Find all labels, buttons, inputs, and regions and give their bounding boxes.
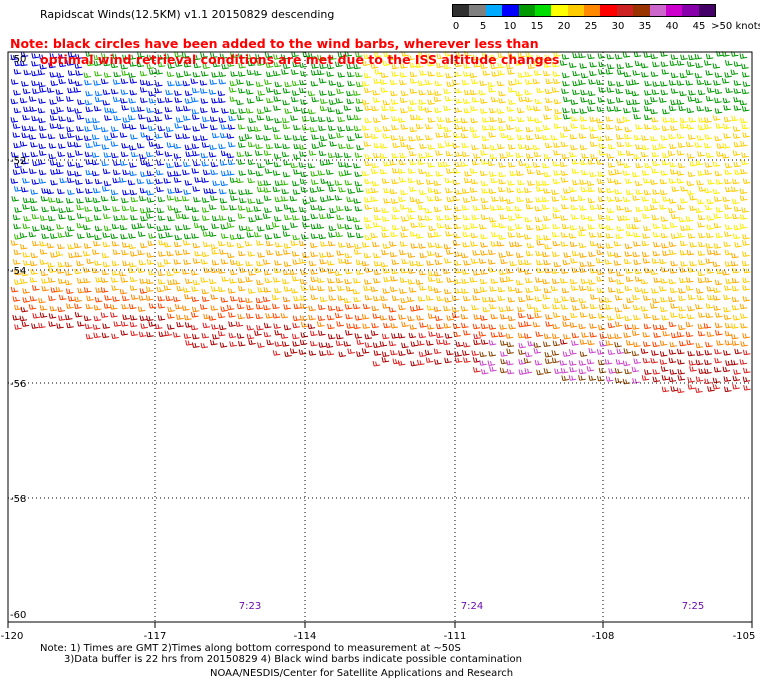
scale-swatch-15	[698, 5, 715, 16]
scale-label-25: 25	[584, 21, 598, 32]
lat-label-54: -54	[10, 266, 27, 277]
altitude-note-line-2: optimal wind retrieval conditions are me…	[40, 52, 560, 67]
scale-label-0: 0	[452, 21, 460, 32]
scale-label-35: 35	[638, 21, 652, 32]
lat-label-50: -50	[10, 54, 27, 65]
lat-label-56: -56	[10, 379, 27, 390]
credit-line: NOAA/NESDIS/Center for Satellite Applica…	[210, 668, 514, 679]
scale-swatch-4	[518, 5, 535, 16]
time-label-0725: 7:25	[681, 601, 705, 612]
scale-swatch-3	[502, 5, 519, 16]
altitude-note-line-1: Note: black circles have been added to t…	[10, 36, 539, 51]
lat-label-52: -52	[10, 156, 27, 167]
scale-swatch-5	[534, 5, 552, 16]
lat-label-58: -58	[10, 494, 27, 505]
footnote-line-1: Note: 1) Times are GMT 2)Times along bot…	[40, 643, 461, 654]
lat-lon-grid	[8, 52, 752, 622]
wind-speed-scale-labels: 0 5 10 15 20 25 30 35 40 45 >50 knots	[452, 21, 760, 33]
scale-swatch-9	[600, 5, 617, 16]
scale-label-5: 5	[479, 21, 487, 32]
scale-swatch-2	[485, 5, 503, 16]
scale-swatch-1	[469, 5, 486, 16]
lon-label-117: -117	[143, 631, 167, 642]
scale-label-10: 10	[503, 21, 517, 32]
scale-label-20: 20	[557, 21, 571, 32]
scale-swatch-8	[584, 5, 601, 16]
wind-barbs-layer	[10, 51, 751, 394]
time-label-0723: 7:23	[238, 601, 262, 612]
scale-swatch-11	[633, 5, 650, 16]
footnote-line-2: 3)Data buffer is 22 hrs from 20150829 4)…	[64, 654, 522, 665]
map-title: Rapidscat Winds(12.5KM) v1.1 20150829 de…	[40, 8, 335, 21]
lon-ticks	[7, 622, 753, 628]
scale-label-15: 15	[530, 21, 544, 32]
scale-swatch-12	[649, 5, 666, 16]
scale-swatch-10	[616, 5, 634, 16]
wind-speed-color-scale	[452, 4, 716, 17]
lon-label-105: -105	[732, 631, 756, 642]
altitude-note: Note: black circles have been added to t…	[10, 36, 570, 68]
scale-swatch-0	[453, 5, 470, 16]
scale-swatch-13	[665, 5, 683, 16]
lon-label-114: -114	[293, 631, 317, 642]
lon-label-108: -108	[591, 631, 615, 642]
scale-swatch-6	[551, 5, 568, 16]
lon-label-120: -120	[0, 631, 24, 642]
scale-label-40: 40	[665, 21, 679, 32]
scale-label-45: 45	[692, 21, 706, 32]
time-label-0724: 7:24	[460, 601, 484, 612]
scale-swatch-7	[567, 5, 584, 16]
scale-label-30: 30	[611, 21, 625, 32]
scale-label-50-knots: >50 knots	[711, 21, 760, 32]
scale-swatch-14	[682, 5, 699, 16]
lat-label-60: -60	[10, 610, 27, 621]
lon-label-111: -111	[443, 631, 467, 642]
map-frame	[7, 51, 753, 623]
